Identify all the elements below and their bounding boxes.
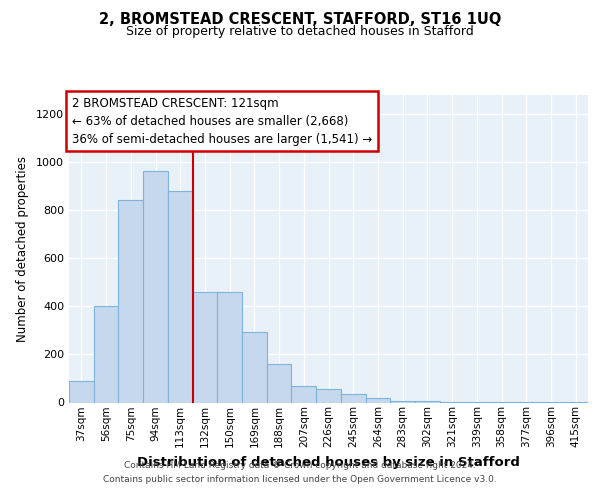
- Bar: [94, 306, 118, 402]
- Bar: [267, 364, 292, 403]
- Bar: [193, 292, 217, 403]
- Bar: [168, 191, 193, 402]
- Y-axis label: Number of detached properties: Number of detached properties: [16, 156, 29, 342]
- Bar: [69, 381, 94, 402]
- Bar: [316, 390, 341, 402]
- Bar: [217, 292, 242, 403]
- Text: Contains HM Land Registry data © Crown copyright and database right 2024.: Contains HM Land Registry data © Crown c…: [124, 461, 476, 470]
- Bar: [341, 394, 365, 402]
- Bar: [143, 170, 168, 402]
- Bar: [242, 332, 267, 402]
- Bar: [292, 386, 316, 402]
- Text: 2, BROMSTEAD CRESCENT, STAFFORD, ST16 1UQ: 2, BROMSTEAD CRESCENT, STAFFORD, ST16 1U…: [99, 12, 501, 28]
- Text: Size of property relative to detached houses in Stafford: Size of property relative to detached ho…: [126, 25, 474, 38]
- Text: Contains public sector information licensed under the Open Government Licence v3: Contains public sector information licen…: [103, 475, 497, 484]
- X-axis label: Distribution of detached houses by size in Stafford: Distribution of detached houses by size …: [137, 456, 520, 468]
- Bar: [365, 398, 390, 402]
- Text: 2 BROMSTEAD CRESCENT: 121sqm
← 63% of detached houses are smaller (2,668)
36% of: 2 BROMSTEAD CRESCENT: 121sqm ← 63% of de…: [71, 96, 372, 146]
- Bar: [118, 200, 143, 402]
